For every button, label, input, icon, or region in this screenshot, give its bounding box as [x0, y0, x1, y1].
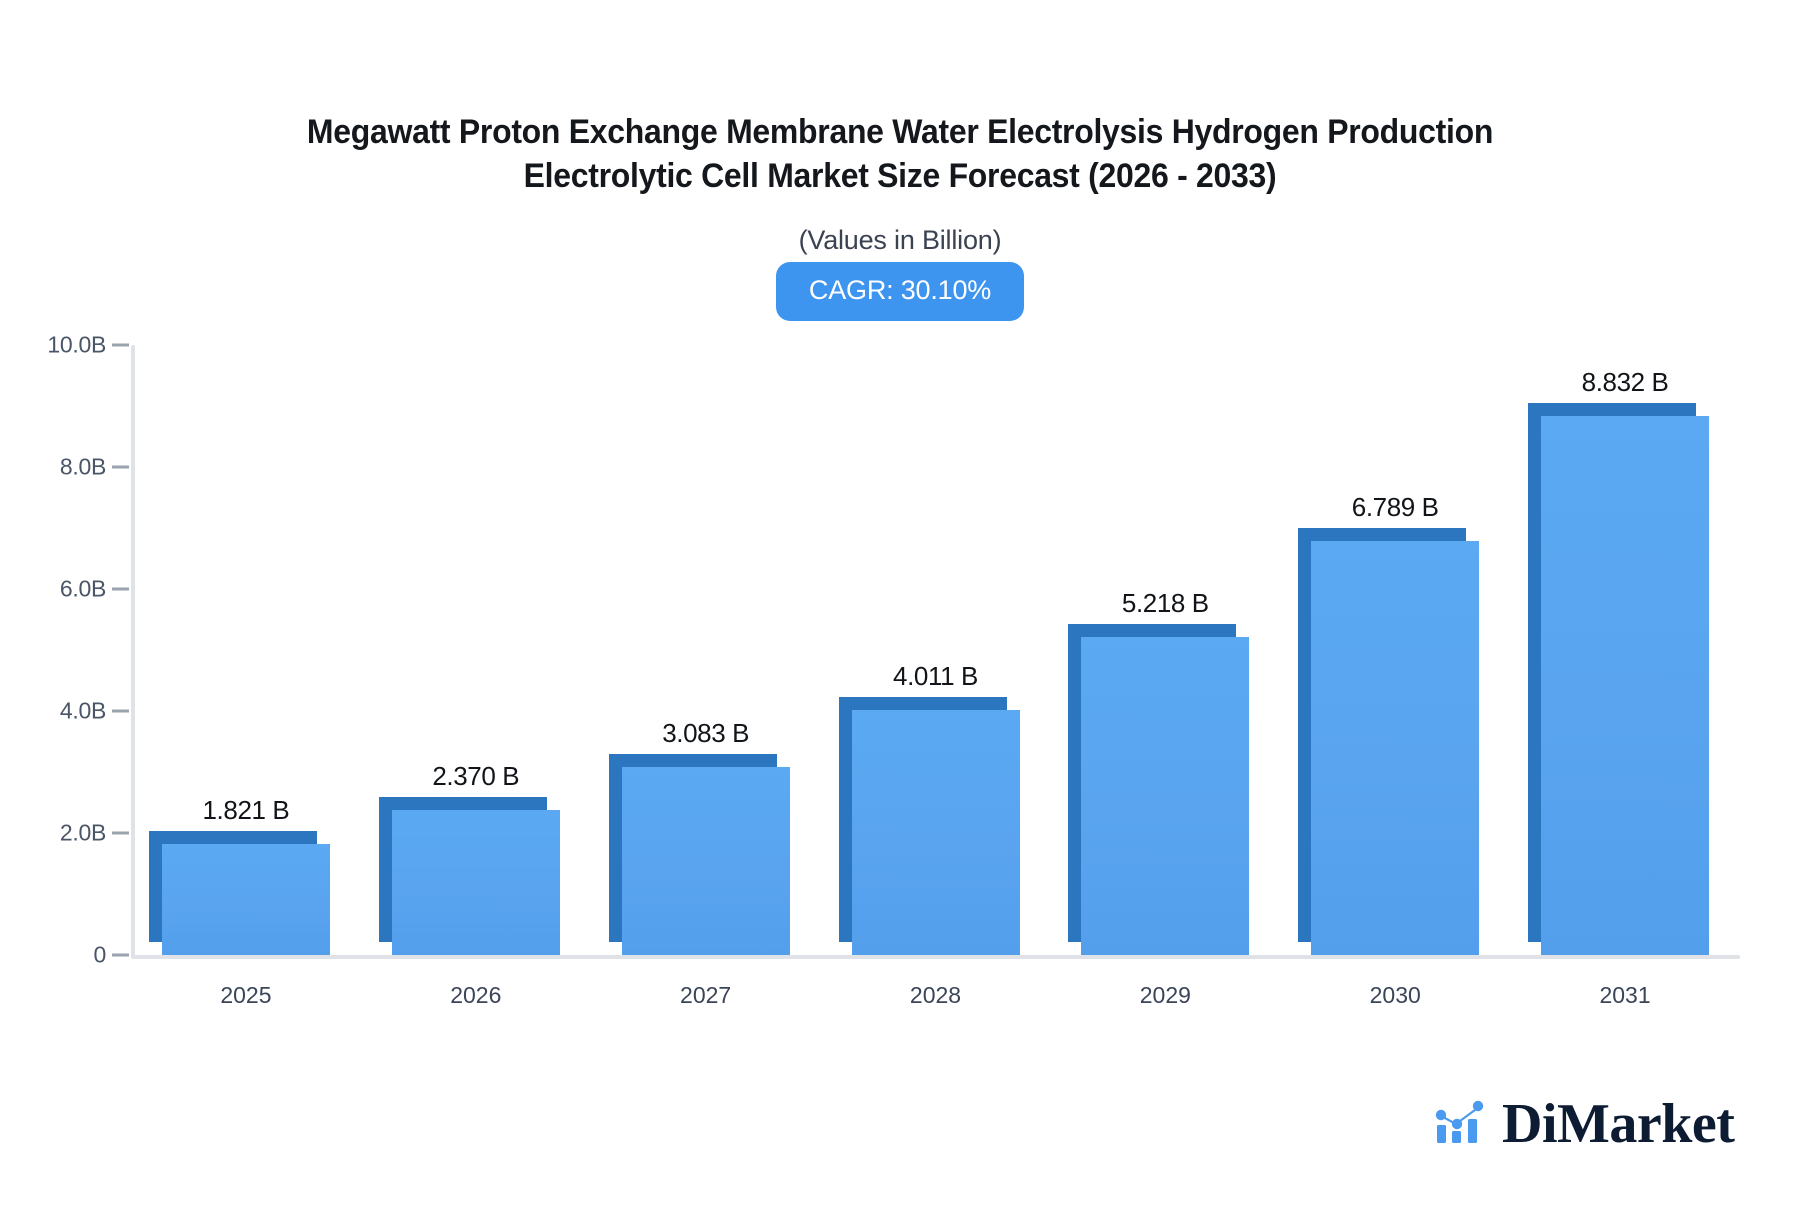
bar-value-label: 6.789 B — [1351, 491, 1439, 522]
logo-wordmark: DiMarket — [1502, 1092, 1735, 1155]
bar-value-label: 1.821 B — [202, 794, 290, 825]
chart-subtitle: (Values in Billion) — [798, 225, 1002, 255]
bar-value-label: 5.218 B — [1121, 587, 1209, 618]
bar-front-face — [1081, 636, 1250, 955]
bar-value-label: 2.370 B — [432, 761, 520, 792]
x-axis-tick-label: 2028 — [909, 982, 962, 1008]
y-axis-tick-label: 0 — [93, 941, 107, 968]
bar-body — [378, 797, 560, 955]
bar-front-face — [161, 843, 330, 955]
bar[interactable]: 4.011 B — [838, 661, 1020, 955]
y-axis-line — [131, 345, 135, 957]
x-axis-tick-label: 2031 — [1599, 982, 1651, 1008]
y-axis-tick-label: 8.0B — [59, 453, 106, 480]
bar-body — [1528, 403, 1710, 955]
bar[interactable]: 2.370 B — [378, 761, 560, 955]
bar-chart-icon — [1432, 1093, 1488, 1154]
bar-body — [148, 830, 330, 955]
y-axis-tick-label: 6.0B — [59, 575, 106, 602]
bar-front-face — [851, 710, 1020, 955]
title-block: Megawatt Proton Exchange Membrane Water … — [0, 110, 1800, 198]
bar-series: 1.821 B 2.370 B 3.083 B 4.011 B 5.218 B 6.789… — [131, 345, 1740, 955]
y-axis-tick-label: 4.0B — [59, 697, 106, 724]
y-axis-tick-mark — [112, 465, 129, 469]
x-axis-tick-label: 2029 — [1139, 982, 1191, 1008]
bar[interactable]: 1.821 B — [148, 795, 330, 955]
y-axis-tick-mark — [112, 587, 129, 591]
page-title: Megawatt Proton Exchange Membrane Water … — [306, 113, 1494, 196]
x-axis-tick-label: 2026 — [450, 982, 502, 1008]
bar-front-face — [391, 810, 560, 955]
bar[interactable]: 6.789 B — [1298, 492, 1480, 955]
x-axis-tick-label: 2027 — [680, 982, 732, 1008]
bar-front-face — [621, 766, 790, 955]
cagr-badge: CAGR: 30.10% — [775, 262, 1025, 321]
bar-body — [1068, 623, 1250, 955]
plot-area: 1.821 B 2.370 B 3.083 B 4.011 B 5.218 B 6.789… — [131, 345, 1740, 959]
bar-body — [608, 753, 790, 955]
y-axis-tick-mark — [112, 953, 129, 957]
x-axis-tick-label: 2030 — [1369, 982, 1421, 1008]
y-axis-tick-mark — [112, 709, 129, 713]
y-axis-tick-mark — [112, 343, 129, 347]
bar-body — [1298, 527, 1480, 955]
bar-value-label: 3.083 B — [662, 717, 750, 748]
bar[interactable]: 3.083 B — [608, 718, 790, 955]
bar-value-label: 4.011 B — [893, 661, 978, 692]
bar-front-face — [1541, 416, 1710, 955]
y-axis-tick-label: 10.0B — [47, 331, 106, 358]
bar-value-label: 8.832 B — [1581, 367, 1669, 398]
x-axis-tick-label: 2025 — [220, 982, 272, 1008]
y-axis-tick-mark — [112, 831, 129, 835]
dimarket-logo: DiMarket — [1432, 1092, 1735, 1155]
bar[interactable]: 5.218 B — [1068, 588, 1250, 955]
y-axis-tick-label: 2.0B — [59, 819, 106, 846]
bar[interactable]: 8.832 B — [1528, 367, 1710, 955]
x-axis-line — [131, 955, 1740, 959]
cagr-badge-wrap: CAGR: 30.10% — [0, 262, 1800, 321]
bar-front-face — [1311, 540, 1480, 955]
bar-body — [838, 697, 1020, 955]
